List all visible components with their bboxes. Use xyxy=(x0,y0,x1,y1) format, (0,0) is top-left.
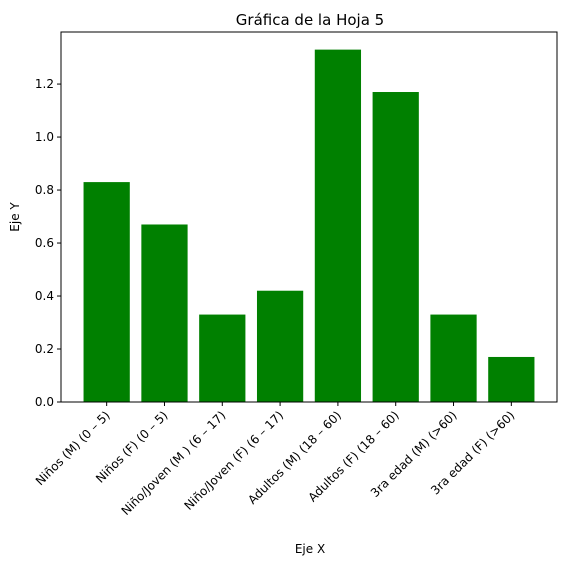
y-tick-label-5: 1.0 xyxy=(35,130,54,144)
plot-frame xyxy=(61,32,557,402)
y-tick-label-0: 0.0 xyxy=(35,395,54,409)
bar-6 xyxy=(430,315,476,402)
x-axis: Niños (M) (0 – 5)Niños (F) (0 – 5)Niño/J… xyxy=(33,402,518,518)
bar-5 xyxy=(373,92,419,402)
x-axis-label: Eje X xyxy=(295,542,325,556)
x-tick-label-3: Niño/Joven (F) (6 – 17) xyxy=(182,408,287,513)
bar-4 xyxy=(315,50,361,402)
bar-2 xyxy=(199,315,245,402)
y-axis-label: Eje Y xyxy=(8,202,22,232)
x-tick-label-2: Niño/Joven (M ) (6 – 17) xyxy=(119,408,229,518)
y-tick-label-2: 0.4 xyxy=(35,289,54,303)
bar-7 xyxy=(488,357,534,402)
y-tick-label-1: 0.2 xyxy=(35,342,54,356)
y-axis: 0.0 0.2 0.4 0.6 0.8 1.0 1.2 xyxy=(35,77,61,409)
y-tick-label-4: 0.8 xyxy=(35,183,54,197)
y-tick-label-3: 0.6 xyxy=(35,236,54,250)
bar-3 xyxy=(257,291,303,402)
bar-0 xyxy=(84,182,130,402)
y-tick-label-6: 1.2 xyxy=(35,77,54,91)
bar-1 xyxy=(141,224,187,402)
bars-group xyxy=(84,50,535,402)
chart-title: Gráfica de la Hoja 5 xyxy=(236,11,384,29)
x-tick-label-4: Adultos (M) (18 – 60) xyxy=(245,408,344,507)
